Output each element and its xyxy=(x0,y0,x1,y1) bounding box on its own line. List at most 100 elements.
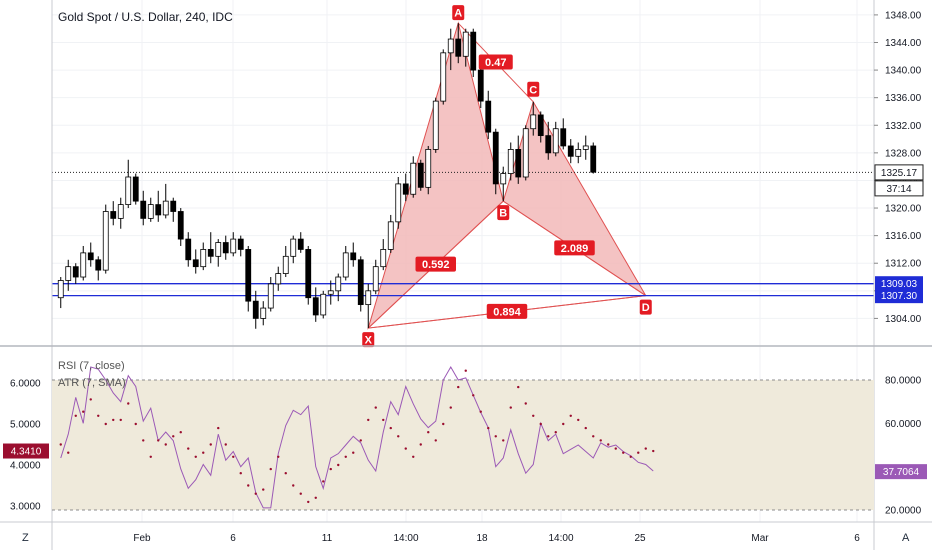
atr-point xyxy=(532,414,535,417)
atr-tick-label: 3.0000 xyxy=(10,502,41,513)
candle-down xyxy=(155,204,162,216)
rsi-tick-label: 20.0000 xyxy=(885,506,922,517)
time-axis[interactable]: Feb 6 11 14:00 18 14:00 25 Mar 6 xyxy=(133,533,860,544)
hline-badge-1-bg xyxy=(875,288,923,304)
atr-point xyxy=(104,422,107,426)
candle-down xyxy=(132,176,139,202)
atr-point xyxy=(59,443,62,446)
hline-badge-0-bg xyxy=(875,276,923,292)
candle-up xyxy=(215,242,222,257)
candle-up xyxy=(275,273,282,285)
atr-point xyxy=(292,484,295,487)
atr-point xyxy=(404,447,407,450)
rsi-line xyxy=(60,365,654,509)
atr-point xyxy=(232,455,235,458)
atr-point xyxy=(172,435,175,438)
candle-down xyxy=(237,238,244,250)
atr-point xyxy=(247,484,250,487)
atr-point xyxy=(202,451,205,454)
ratio-label-0_47: 0.47 xyxy=(485,57,506,69)
time-tick-label: 6 xyxy=(854,533,860,544)
atr-point xyxy=(269,467,272,471)
atr-point xyxy=(157,439,160,442)
atr-point xyxy=(277,455,280,458)
atr-point xyxy=(382,418,385,422)
candle-up xyxy=(440,52,447,102)
atr-last-badge: 4.3410 xyxy=(11,447,42,458)
atr-point xyxy=(562,422,565,426)
atr-point xyxy=(637,451,640,454)
point-label-d: D xyxy=(642,302,650,314)
price-tick-label: 1332.00 xyxy=(885,121,922,132)
atr-point xyxy=(164,443,167,446)
price-tick-label: 1312.00 xyxy=(885,259,922,270)
countdown-badge: 37:14 xyxy=(886,184,911,195)
point-label-x: X xyxy=(365,335,373,347)
atr-point xyxy=(262,488,265,491)
point-label-b-bg xyxy=(497,205,510,221)
atr-point xyxy=(554,431,557,434)
candle-down xyxy=(402,183,409,195)
candle-down xyxy=(185,238,192,261)
candle-down xyxy=(252,300,259,319)
indicator-axes: 80.0000 60.0000 20.0000 6.0000 5.0000 4.0000 3… xyxy=(3,376,927,517)
candle-down xyxy=(455,38,462,57)
candle-up xyxy=(365,290,372,306)
auto-scale-icon[interactable]: A xyxy=(902,532,910,544)
atr-point xyxy=(622,451,625,454)
price-tick-label: 1344.00 xyxy=(885,38,922,49)
point-label-c: C xyxy=(529,84,537,96)
atr-point xyxy=(524,402,527,405)
atr-point xyxy=(149,455,152,458)
atr-point xyxy=(629,455,632,458)
candle-down xyxy=(417,162,424,188)
atr-legend: ATR (7, SMA) xyxy=(58,377,126,389)
hline-badge-1: 1307.30 xyxy=(881,291,918,302)
atr-point xyxy=(509,406,512,409)
candle-up xyxy=(372,266,379,292)
candle-down xyxy=(110,211,117,219)
point-label-d-bg xyxy=(639,299,652,315)
atr-point xyxy=(502,439,505,442)
candlestick-series xyxy=(57,23,597,329)
atr-point xyxy=(74,414,77,417)
candle-down xyxy=(350,252,357,261)
chart-title: Gold Spot / U.S. Dollar, 240, IDC xyxy=(58,10,233,24)
atr-point xyxy=(419,443,422,446)
point-label-a-bg xyxy=(452,5,465,21)
atr-point xyxy=(112,418,115,422)
atr-point xyxy=(89,398,92,401)
ratio-label-0_894-bg xyxy=(486,303,528,319)
candle-up xyxy=(80,252,87,278)
last-price-badge-border xyxy=(874,164,924,181)
candle-up xyxy=(507,149,514,174)
atr-point xyxy=(284,472,287,475)
atr-point xyxy=(584,426,587,430)
ratio-label-0_894: 0.894 xyxy=(493,306,521,318)
atr-point xyxy=(119,418,122,422)
candle-up xyxy=(335,276,342,292)
atr-point xyxy=(389,426,392,430)
ratio-label-2_089: 2.089 xyxy=(561,243,589,255)
candle-up xyxy=(447,38,454,54)
candle-down xyxy=(207,249,214,257)
atr-point xyxy=(352,451,355,454)
indicator-series xyxy=(59,365,655,509)
candle-down xyxy=(492,131,499,185)
candle-up xyxy=(147,204,154,219)
atr-tick-label: 5.0000 xyxy=(10,420,41,431)
z-icon[interactable]: Z xyxy=(22,532,29,544)
ratio-label-0_47-bg xyxy=(478,54,513,70)
candle-down xyxy=(485,100,492,133)
candle-up xyxy=(462,31,469,57)
candle-down xyxy=(95,259,102,271)
point-label-a: A xyxy=(454,8,462,20)
atr-point xyxy=(652,449,655,453)
atr-point xyxy=(307,500,310,504)
atr-point xyxy=(577,418,580,422)
ratio-label-0_592-bg xyxy=(415,256,456,272)
atr-point xyxy=(472,394,475,397)
atr-point xyxy=(449,406,452,409)
price-axis[interactable]: 1304.001308.001312.001316.001320.001324.… xyxy=(874,10,924,325)
